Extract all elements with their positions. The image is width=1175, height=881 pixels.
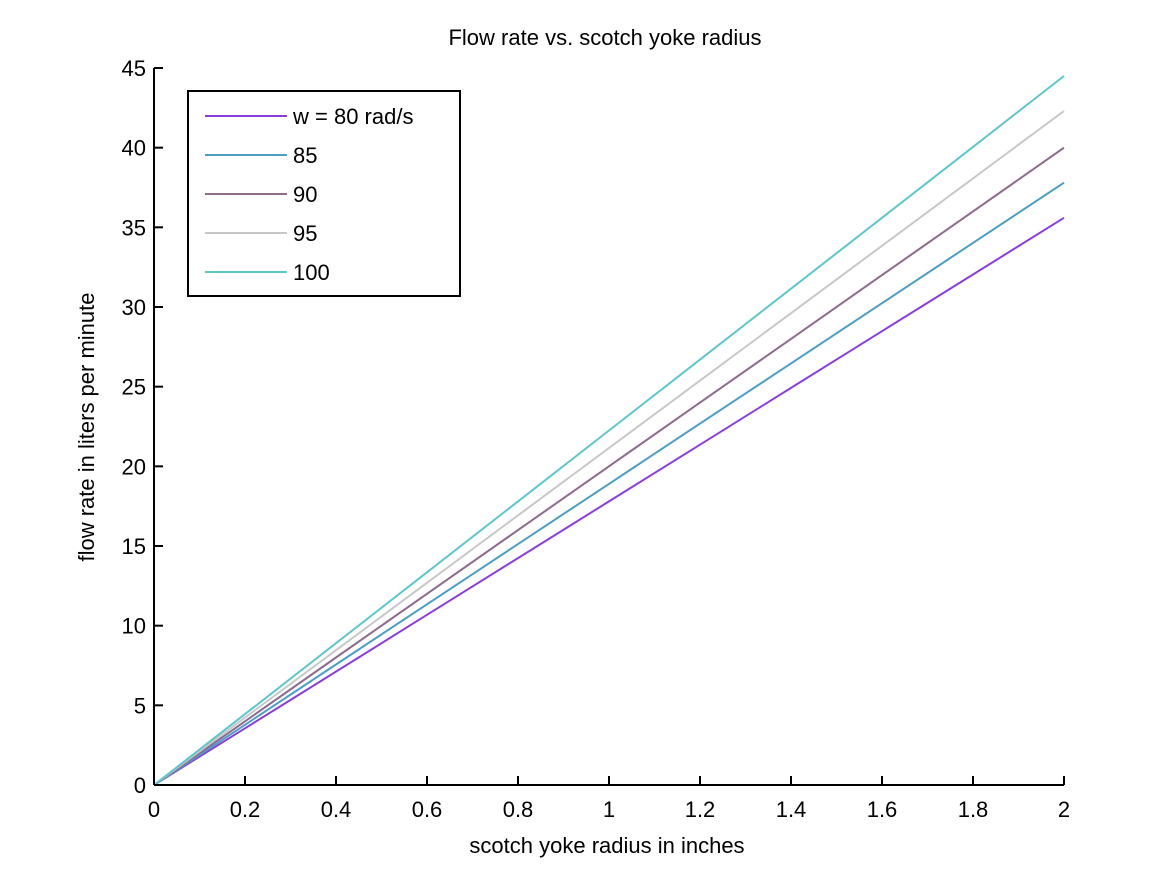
x-tick-label: 1 [603, 797, 615, 822]
series-line [153, 181, 1065, 786]
y-tick-label: 20 [122, 454, 146, 479]
x-tick-label: 0.4 [321, 797, 352, 822]
legend-label: 95 [293, 221, 317, 246]
x-tick-label: 1.2 [685, 797, 716, 822]
y-tick-label: 40 [122, 136, 146, 161]
y-tick-label: 5 [134, 693, 146, 718]
chart-title: Flow rate vs. scotch yoke radius [448, 25, 761, 50]
legend-label: 90 [293, 182, 317, 207]
x-tick-label: 0.2 [230, 797, 261, 822]
series-line [153, 216, 1065, 786]
legend-label: w = 80 rad/s [292, 104, 413, 129]
x-tick-label: 1.8 [958, 797, 989, 822]
plot-lines [153, 75, 1065, 786]
x-axis-label: scotch yoke radius in inches [469, 833, 744, 858]
x-tick-label: 0 [148, 797, 160, 822]
series-line [153, 75, 1065, 786]
axes: 0 0.2 0.4 0.6 0.8 1 1.2 1.4 1.6 1.8 2 0 5 10 15 20 25 30… [122, 56, 1071, 822]
y-tick-label: 25 [122, 375, 146, 400]
y-tick-label: 0 [134, 773, 146, 798]
x-tick-label: 0.8 [503, 797, 534, 822]
y-tick-label: 45 [122, 56, 146, 81]
y-tick-label: 35 [122, 215, 146, 240]
x-tick-label: 0.6 [412, 797, 443, 822]
x-tick-label: 2 [1058, 797, 1070, 822]
y-tick-label: 10 [122, 614, 146, 639]
legend-label: 85 [293, 143, 317, 168]
legend: w = 80 rad/s 85 90 95 100 [187, 90, 461, 297]
y-axis-label: flow rate in liters per minute [74, 293, 99, 562]
legend-label: 100 [293, 260, 330, 285]
series-line [153, 110, 1065, 786]
series-line [153, 146, 1065, 786]
x-tick-label: 1.4 [776, 797, 807, 822]
x-tick-label: 1.6 [867, 797, 898, 822]
x-ticks: 0 0.2 0.4 0.6 0.8 1 1.2 1.4 1.6 1.8 2 [148, 776, 1070, 822]
y-ticks: 0 5 10 15 20 25 30 35 40 45 [122, 56, 163, 798]
y-tick-label: 15 [122, 534, 146, 559]
y-tick-label: 30 [122, 295, 146, 320]
